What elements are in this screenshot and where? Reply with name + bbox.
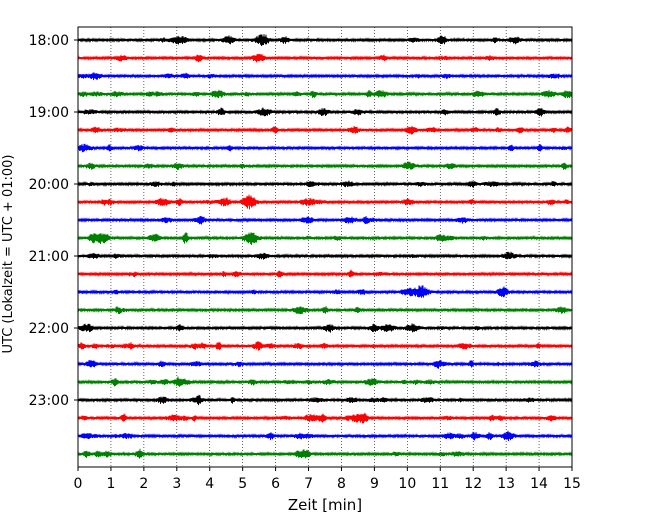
x-tick-label: 4 <box>205 476 214 492</box>
x-tick-label: 10 <box>398 476 416 492</box>
x-tick-label: 3 <box>172 476 181 492</box>
y-tick-label: 18:00 <box>29 33 69 49</box>
y-tick-label: 21:00 <box>29 249 69 265</box>
plot-frame <box>77 26 573 468</box>
x-tick-label: 15 <box>563 476 581 492</box>
x-tick-label: 12 <box>464 476 482 492</box>
x-tick-label: 14 <box>530 476 548 492</box>
x-tick-label: 13 <box>497 476 515 492</box>
x-tick-label: 2 <box>139 476 148 492</box>
x-axis-ticks: 0 1 2 3 4 5 6 7 8 9 10 11 12 13 14 15 <box>74 467 581 492</box>
x-tick-label: 6 <box>271 476 280 492</box>
y-tick-label: 20:00 <box>29 177 69 193</box>
seismic-traces <box>77 34 573 459</box>
y-tick-label: 22:00 <box>29 321 69 337</box>
y-tick-label: 19:00 <box>29 105 69 121</box>
y-tick-label: 23:00 <box>29 393 69 409</box>
x-tick-label: 11 <box>431 476 449 492</box>
x-axis-label: Zeit [min] <box>288 496 362 514</box>
x-tick-label: 5 <box>238 476 247 492</box>
y-axis-label: UTC (Lokalzeit = UTC + 01:00) <box>1 155 16 354</box>
x-tick-label: 8 <box>337 476 346 492</box>
y-axis-ticks: 18:00 19:00 20:00 21:00 22:00 23:00 <box>29 33 78 409</box>
x-tick-label: 9 <box>370 476 379 492</box>
x-tick-label: 0 <box>74 476 83 492</box>
x-tick-label: 7 <box>304 476 313 492</box>
x-tick-label: 1 <box>106 476 115 492</box>
vertical-gridlines <box>110 27 540 467</box>
